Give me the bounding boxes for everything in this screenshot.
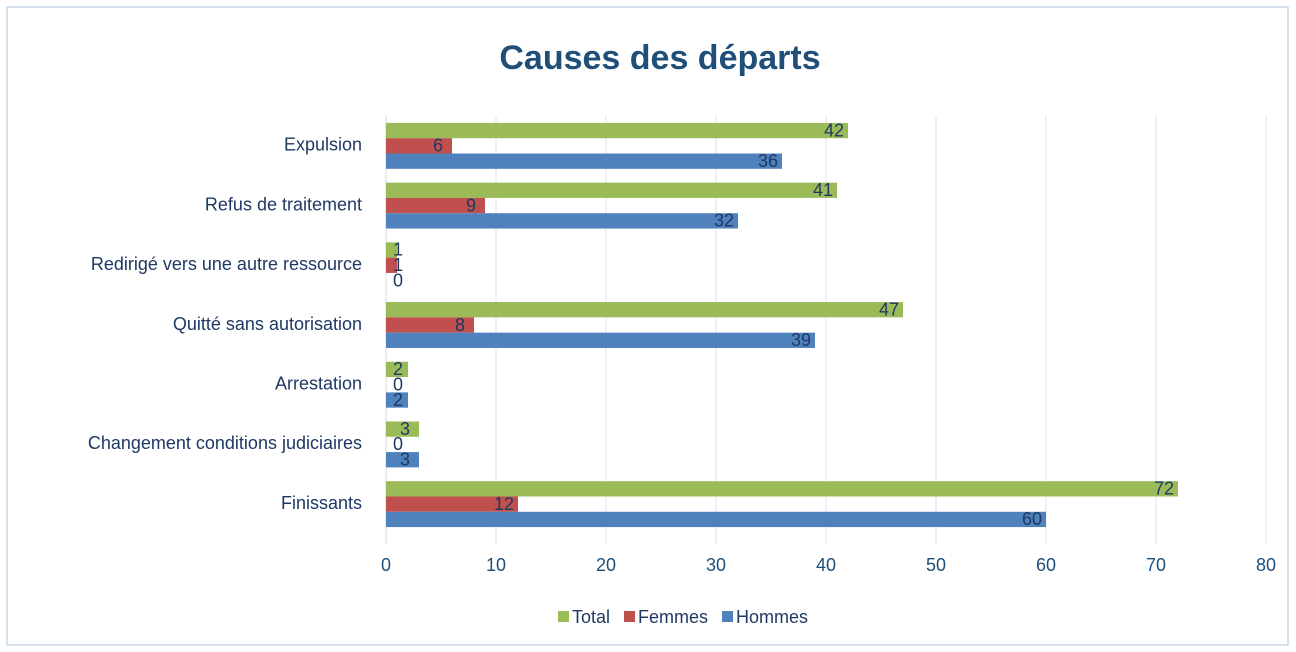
bar: [386, 421, 419, 437]
y-tick-label: Quitté sans autorisation: [173, 314, 362, 334]
y-tick-label: Finissants: [281, 493, 362, 513]
data-label: 0: [393, 270, 403, 290]
data-label: 2: [393, 390, 403, 410]
y-tick-label: Expulsion: [284, 135, 362, 155]
x-tick-label: 20: [596, 555, 616, 575]
legend-swatch: [722, 611, 734, 622]
data-label: 32: [714, 211, 734, 231]
x-tick-label: 50: [926, 555, 946, 575]
bar: [386, 452, 419, 468]
x-tick-label: 10: [486, 555, 506, 575]
data-label: 8: [455, 315, 465, 335]
bar: [386, 361, 408, 378]
bar: [386, 302, 903, 318]
data-label: 1: [393, 240, 403, 260]
chart-title: Causes des départs: [499, 39, 820, 77]
bar: [386, 138, 452, 154]
data-label: 60: [1022, 509, 1042, 529]
data-label: 39: [791, 330, 811, 350]
legend-swatch: [558, 611, 569, 622]
bar: [386, 213, 738, 229]
bar: [386, 153, 782, 169]
bar: [386, 242, 397, 258]
y-tick-label: Arrestation: [275, 373, 362, 393]
data-label: 47: [879, 299, 899, 319]
x-tick-label: 70: [1146, 555, 1166, 575]
data-label: 3: [400, 449, 410, 469]
data-label: 3: [400, 419, 410, 439]
bar: [386, 257, 397, 273]
data-label: 36: [758, 151, 778, 171]
y-tick-label: Refus de traitement: [205, 194, 362, 214]
x-tick-label: 60: [1036, 555, 1056, 575]
data-label: 0: [393, 374, 403, 394]
data-label: 42: [824, 120, 844, 140]
x-tick-label: 30: [706, 555, 726, 575]
bar: [386, 392, 408, 408]
bar: [386, 496, 518, 512]
legend-label: Hommes: [736, 607, 808, 627]
bar: [386, 332, 815, 348]
y-tick-label: Changement conditions judiciaires: [88, 433, 362, 453]
data-label: 2: [393, 359, 403, 379]
bar: [386, 481, 1178, 497]
x-tick-label: 80: [1256, 555, 1276, 575]
bar: [386, 182, 837, 198]
data-label: 9: [466, 195, 476, 215]
bar: [386, 122, 848, 139]
chart-border: [6, 6, 1289, 646]
data-label: 6: [433, 136, 443, 156]
data-label: 12: [494, 494, 514, 514]
bar: [386, 197, 485, 214]
x-tick-label: 40: [816, 555, 836, 575]
legend-label: Total: [572, 607, 610, 627]
y-tick-label: Redirigé vers une autre ressource: [91, 254, 362, 274]
legend-swatch: [624, 611, 636, 622]
x-tick-label: 0: [381, 555, 391, 575]
bar: [386, 317, 474, 333]
data-label: 41: [813, 180, 833, 200]
bar: [386, 511, 1046, 528]
data-label: 72: [1154, 479, 1174, 499]
legend-label: Femmes: [638, 607, 708, 627]
data-label: 0: [393, 434, 403, 454]
data-label: 1: [393, 255, 403, 275]
